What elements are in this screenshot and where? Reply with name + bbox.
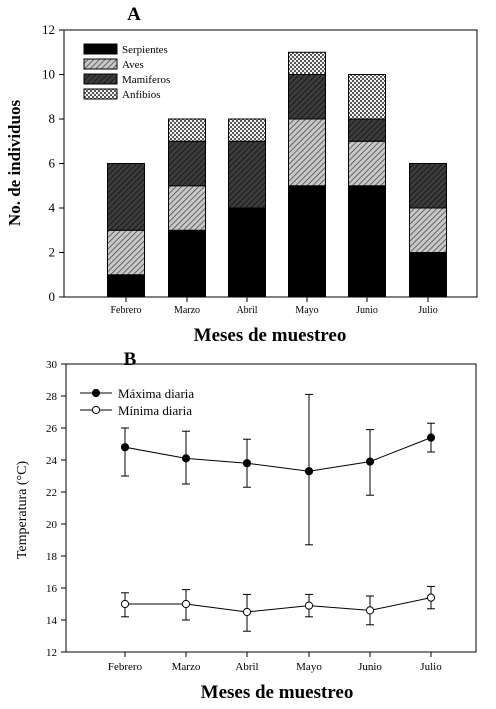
panel-a-label: A [127,4,141,25]
bar-segment-serpientes-mayo [288,185,326,298]
data-point-min [304,601,314,610]
legend-swatch-aves [83,58,118,70]
data-point-min [242,607,252,617]
panel-a-y-tick-label: 4 [49,200,56,215]
panel-b-plot-frame [65,363,477,653]
panel-b-x-axis-label: Meses de muestreo [201,682,354,703]
bar-segment-serpientes-junio [348,185,386,298]
data-point-min [365,606,375,615]
bar-segment-serpientes-abril [228,207,266,298]
panel-a-x-tick-label: Junio [356,305,378,316]
data-point-max [365,457,375,466]
panel-b-legend: Máxima diaria Mínima diaria [80,386,194,418]
bar-segment-serpientes-julio [409,252,447,298]
panel-a-y-axis-label: No. de individuos [5,100,24,227]
panel-b-x-tick-label: Julio [420,661,442,673]
panel-b-x-tick-label: Marzo [172,661,201,673]
bar-segment-serpientes-febrero [107,274,145,298]
bar-segment-aves-junio [348,140,386,187]
panel-b-y-tick-label: 28 [46,391,58,403]
bar-segment-aves-febrero [107,229,145,276]
bar-segment-mamiferos-marzo [168,140,206,187]
bar-segment-mamiferos-julio [409,163,447,209]
panel-b-y-axis: 12 14 16 18 20 22 24 26 28 30 [46,359,66,659]
panel-b-y-tick-label: 16 [46,583,58,595]
legend-marker-min [91,405,101,415]
bar-segment-anfibios-abril [228,118,266,142]
data-point-max [304,467,314,476]
panel-b-x-tick-label: Febrero [108,661,143,673]
legend-marker-max [91,388,101,398]
legend-swatch-anfibios [83,88,118,100]
data-point-max [120,443,130,452]
panel-a-x-tick-label: Marzo [174,305,200,316]
panel-b-x-tick-label: Mayo [296,661,322,673]
panel-b-y-tick-label: 26 [46,423,58,435]
panel-b-x-axis: Febrero Marzo Abril Mayo Junio Julio [108,652,442,673]
panel-a-x-tick-label: Julio [418,305,437,316]
panel-a: A 0 2 4 6 8 10 12 Febrero Marzo Abril Mayo Junio Ju… [5,4,478,346]
data-point-max [242,459,252,468]
series-line-max [124,437,432,472]
legend-label-min: Mínima diaria [118,403,192,418]
data-point-min [181,599,191,609]
panel-b-x-tick-label: Abril [235,661,258,673]
data-point-max [181,454,191,463]
panel-a-x-tick-label: Febrero [110,305,141,316]
panel-a-y-tick-label: 0 [49,289,56,304]
panel-b-y-tick-label: 14 [46,615,58,627]
data-point-max [426,433,436,442]
legend-label-aves: Aves [122,59,144,71]
bar-segment-anfibios-junio [348,74,386,120]
panel-b-y-tick-label: 20 [46,519,58,531]
bar-segment-mamiferos-febrero [107,163,145,231]
panel-a-legend: Serpientes Aves Mamiferos Anfibios [83,43,170,101]
bar-segment-aves-mayo [288,118,326,187]
panel-b-series [120,393,436,632]
bar-segment-anfibios-mayo [288,51,326,75]
panel-a-y-tick-label: 6 [49,156,56,171]
bar-segment-anfibios-marzo [168,118,206,142]
panel-a-y-tick-label: 2 [49,245,56,260]
panel-b-x-tick-label: Junio [358,661,382,673]
bar-segment-mamiferos-abril [228,140,266,209]
bar-segment-mamiferos-junio [348,118,386,142]
panel-a-y-tick-label: 12 [42,22,55,37]
legend-swatch-serpientes [83,43,118,55]
panel-a-y-tick-label: 10 [42,67,55,82]
panel-b-label: B [124,349,137,370]
legend-label-serpientes: Serpientes [122,44,168,56]
legend-swatch-mamiferos [83,73,118,85]
panel-a-y-axis: 0 2 4 6 8 10 12 [42,22,64,304]
panel-b: B 12 14 16 18 20 22 24 26 28 30 Febrero Marzo Abril… [15,349,477,703]
panel-a-x-tick-label: Abril [236,305,257,316]
panel-a-x-axis: Febrero Marzo Abril Mayo Junio Julio [110,297,438,316]
bar-segment-aves-marzo [168,185,206,231]
panel-a-bars [107,51,447,298]
bar-segment-aves-julio [409,207,447,253]
panel-b-y-tick-label: 22 [46,487,57,499]
panel-a-x-tick-label: Mayo [295,305,318,316]
panel-a-y-tick-label: 8 [49,111,56,126]
data-point-min [120,599,130,609]
bar-segment-mamiferos-mayo [288,74,326,120]
series-line-min [125,597,432,613]
panel-b-y-tick-label: 24 [46,455,58,467]
legend-label-max: Máxima diaria [118,386,194,401]
bar-segment-serpientes-marzo [168,229,206,298]
panel-b-y-axis-label: Temperatura (°C) [15,461,30,560]
panel-b-y-tick-label: 30 [46,359,58,371]
data-point-min [426,593,436,602]
legend-label-anfibios: Anfibios [122,89,161,101]
panel-a-x-axis-label: Meses de muestreo [194,325,347,346]
legend-label-mamiferos: Mamiferos [122,74,170,86]
panel-b-y-tick-label: 18 [46,551,58,563]
panel-b-y-tick-label: 12 [46,647,57,659]
